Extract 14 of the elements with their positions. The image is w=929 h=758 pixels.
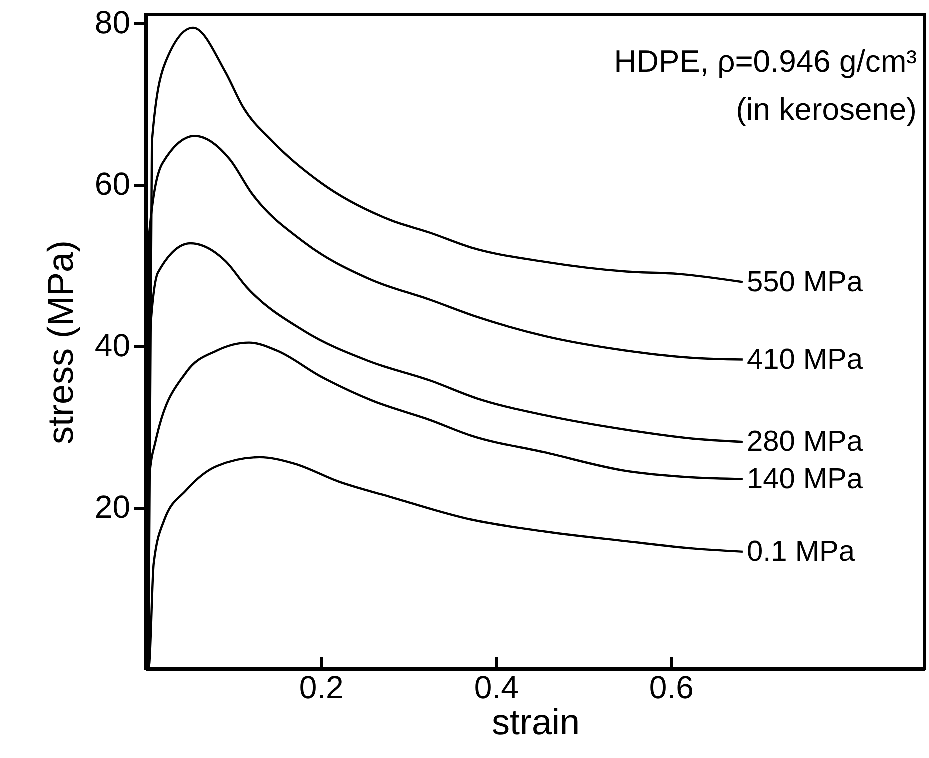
- y-tick-label: 20: [94, 489, 130, 526]
- annotation: (in kerosene): [736, 92, 917, 127]
- series-label: 410 MPa: [746, 344, 864, 376]
- x-tick-label: 0.2: [299, 670, 344, 706]
- series-label: 0.1 MPa: [746, 536, 856, 568]
- series-label: 280 MPa: [746, 426, 864, 458]
- x-tick-label: 0.6: [649, 670, 694, 706]
- y-tick-label: 40: [94, 328, 130, 364]
- annotation: HDPE, ρ=0.946 g/cm³: [614, 44, 917, 79]
- y-tick-label: 80: [94, 4, 130, 41]
- y-axis-title: stress (MPa): [40, 240, 81, 445]
- series-label: 550 MPa: [746, 266, 864, 298]
- y-tick-label: 60: [94, 166, 130, 202]
- series-label: 140 MPa: [746, 463, 864, 496]
